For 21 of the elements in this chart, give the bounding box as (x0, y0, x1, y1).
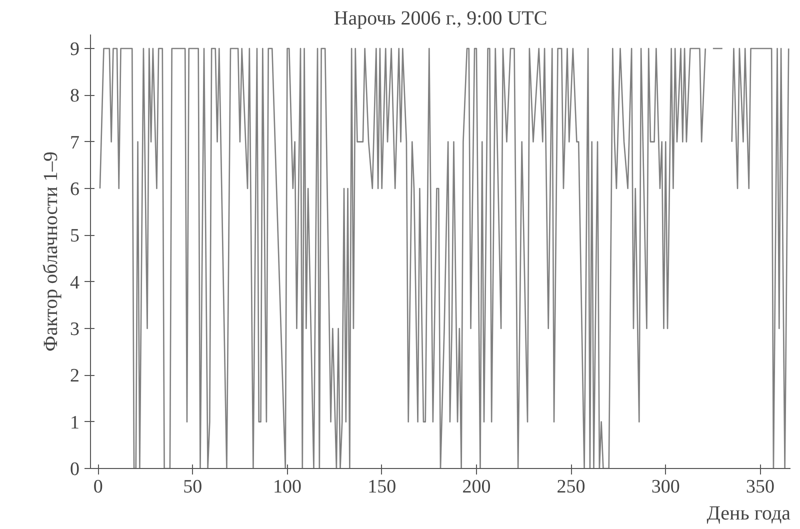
y-tick-label: 5 (70, 226, 80, 247)
chart-title: Нарочь 2006 г., 9:00 UTC (334, 8, 548, 30)
x-tick-label: 250 (556, 476, 586, 498)
y-tick-label: 2 (70, 366, 80, 387)
y-tick-label: 7 (70, 132, 80, 154)
x-tick-label: 50 (183, 476, 202, 498)
y-tick-label: 9 (70, 39, 80, 60)
y-tick-label: 1 (70, 412, 80, 434)
x-tick-label: 150 (368, 476, 396, 498)
x-axis-title: День года (706, 502, 791, 524)
y-tick-label: 0 (70, 459, 80, 480)
x-tick-label: 350 (746, 476, 774, 498)
y-axis-title: Фактор облачности 1–9 (40, 152, 62, 352)
y-tick-label: 4 (70, 272, 80, 294)
x-tick-label: 0 (93, 476, 103, 498)
y-tick-label: 3 (70, 319, 80, 340)
x-tick-label: 100 (273, 476, 302, 498)
y-tick-label: 6 (70, 179, 80, 200)
x-tick-label: 200 (462, 476, 491, 498)
x-tick-label: 300 (651, 476, 680, 498)
y-tick-label: 8 (70, 86, 80, 107)
